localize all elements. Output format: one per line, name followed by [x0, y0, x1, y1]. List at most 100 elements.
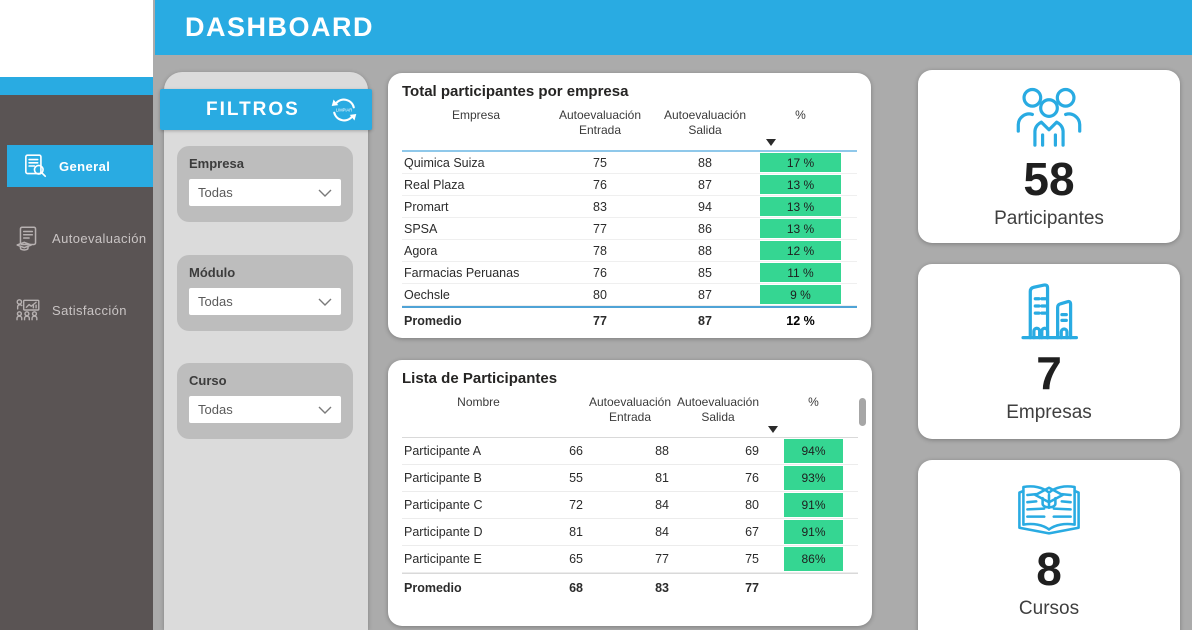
sort-indicator-row — [402, 138, 857, 150]
total-label: Promedio — [404, 313, 462, 328]
nombre-cell: Participante B — [404, 471, 482, 485]
nombre-cell: Participante D — [404, 525, 483, 539]
empresa-cell: Real Plaza — [404, 177, 465, 192]
column-header-pct[interactable]: % — [795, 108, 806, 122]
participants-table-title: Lista de Participantes — [402, 370, 558, 387]
salida-cell: 86 — [698, 221, 712, 236]
table-row[interactable]: Oechsle 80 87 9 % — [402, 284, 857, 306]
header-divider — [402, 150, 857, 152]
sidebar-item-autoevaluacion[interactable]: Autoevaluación — [0, 217, 153, 259]
entrada-cell: 78 — [593, 243, 607, 258]
sidebar-top-spacer — [0, 0, 153, 77]
entrada-cell: 81 — [569, 525, 583, 539]
nombre-cell: Participante C — [404, 498, 483, 512]
curso-dropdown[interactable]: Todas — [189, 396, 341, 423]
table-row[interactable]: Participante E 65 77 75 86% — [402, 546, 858, 573]
empresa-cell: Promart — [404, 199, 449, 214]
participants-table-card: Lista de Participantes Nombre Autoevalua… — [388, 360, 872, 626]
modulo-dropdown[interactable]: Todas — [189, 288, 341, 315]
kpi-label: Empresas — [1006, 402, 1092, 424]
pct-cell: 17 % — [760, 153, 841, 172]
company-table-title: Total participantes por empresa — [402, 83, 629, 100]
sort-descending-icon[interactable] — [768, 426, 778, 433]
pct-cell: 13 % — [760, 219, 841, 238]
empresa-dropdown-value: Todas — [198, 185, 233, 200]
table-row[interactable]: Participante A 66 88 69 94% — [402, 438, 858, 465]
promedio-cell: 75 — [745, 552, 759, 566]
table-row[interactable]: Farmacias Peruanas 76 85 11 % — [402, 262, 857, 284]
filters-title: FILTROS — [206, 98, 300, 120]
filters-header: FILTROS LIMPIAR — [160, 89, 372, 130]
filters-panel: FILTROS LIMPIAR Empresa Todas — [160, 72, 372, 630]
pct-cell: 13 % — [760, 175, 841, 194]
nombre-cell: Participante A — [404, 444, 482, 458]
sidebar-item-label: General — [59, 158, 111, 174]
kpi-card-empresas: 7 Empresas — [918, 264, 1180, 439]
salida-cell: 85 — [698, 265, 712, 280]
courses-book-icon — [1008, 473, 1090, 541]
table-total-row: Promedio 68 83 77 — [402, 573, 858, 601]
column-header-salida[interactable]: Autoevaluación Salida — [663, 108, 747, 137]
nombre-cell: Participante E — [404, 552, 482, 566]
column-header-entrada[interactable]: Autoevaluación Entrada — [588, 395, 672, 424]
table-scrollbar[interactable] — [859, 398, 866, 426]
table-row[interactable]: Participante B 55 81 76 93% — [402, 465, 858, 492]
salida-cell: 87 — [698, 287, 712, 302]
entrada-cell: 66 — [569, 444, 583, 458]
empresa-dropdown[interactable]: Todas — [189, 179, 341, 206]
table-row[interactable]: Quimica Suiza 75 88 17 % — [402, 152, 857, 174]
sidebar-item-satisfaccion[interactable]: Satisfacción — [0, 289, 153, 331]
kpi-value: 7 — [1036, 347, 1062, 399]
clipboard-graduation-icon — [13, 223, 43, 253]
total-entrada: 68 — [569, 580, 583, 595]
participants-group-icon — [1010, 83, 1088, 151]
company-table-header: Empresa Autoevaluación Entrada Autoevalu… — [402, 105, 857, 138]
kpi-label: Cursos — [1018, 598, 1080, 620]
column-header-empresa[interactable]: Empresa — [451, 108, 501, 122]
sidebar-accent-stripe — [0, 77, 153, 95]
empresa-cell: Quimica Suiza — [404, 155, 485, 170]
pct-cell: 94% — [784, 439, 843, 463]
header-divider — [402, 437, 858, 438]
total-promedio: 77 — [745, 580, 759, 595]
company-table-card: Total participantes por empresa Empresa … — [388, 73, 871, 338]
sort-indicator-row — [402, 425, 858, 437]
sidebar-item-general[interactable]: General — [7, 145, 153, 187]
column-header-entrada[interactable]: Autoevaluación Entrada — [558, 108, 642, 137]
sort-descending-icon[interactable] — [766, 139, 776, 146]
curso-dropdown-value: Todas — [198, 402, 233, 417]
chevron-down-icon — [318, 293, 332, 311]
entrada-cell: 80 — [593, 287, 607, 302]
promedio-cell: 69 — [745, 444, 759, 458]
pct-cell: 91% — [784, 493, 843, 517]
column-header-salida[interactable]: Autoevaluación Salida — [676, 395, 760, 424]
entrada-cell: 83 — [593, 199, 607, 214]
pct-cell: 93% — [784, 466, 843, 490]
sidebar-item-label: Autoevaluación — [52, 230, 147, 246]
salida-cell: 88 — [698, 243, 712, 258]
salida-cell: 84 — [655, 525, 669, 539]
salida-cell: 77 — [655, 552, 669, 566]
entrada-cell: 75 — [593, 155, 607, 170]
table-row[interactable]: Agora 78 88 12 % — [402, 240, 857, 262]
column-header-nombre[interactable]: Nombre — [457, 395, 500, 409]
table-row[interactable]: SPSA 77 86 13 % — [402, 218, 857, 240]
table-row[interactable]: Participante D 81 84 67 91% — [402, 519, 858, 546]
column-header-pct[interactable]: % — [808, 395, 819, 409]
pct-cell: 9 % — [760, 285, 841, 304]
pct-cell: 13 % — [760, 197, 841, 216]
chevron-down-icon — [318, 401, 332, 419]
companies-buildings-icon — [1013, 277, 1085, 345]
entrada-cell: 72 — [569, 498, 583, 512]
entrada-cell: 65 — [569, 552, 583, 566]
filter-group-empresa: Empresa Todas — [177, 146, 353, 222]
table-row[interactable]: Participante C 72 84 80 91% — [402, 492, 858, 519]
table-row[interactable]: Real Plaza 76 87 13 % — [402, 174, 857, 196]
pct-cell: 12 % — [760, 241, 841, 260]
clear-filters-button[interactable]: LIMPIAR — [328, 94, 360, 126]
pct-cell: 91% — [784, 520, 843, 544]
total-label: Promedio — [404, 580, 462, 595]
table-row[interactable]: Promart 83 94 13 % — [402, 196, 857, 218]
empresa-cell: SPSA — [404, 221, 438, 236]
